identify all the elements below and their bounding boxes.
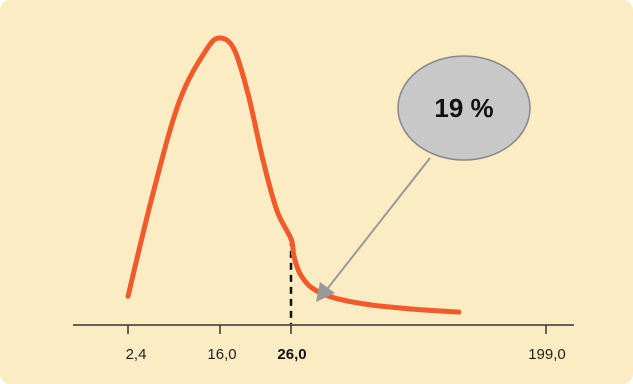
x-tick-label-2: 16,0 [207, 346, 236, 363]
callout-percentage: 19 % [434, 93, 493, 123]
x-tick-label-1: 2,4 [126, 346, 147, 363]
x-tick-label-4: 199,0 [528, 346, 566, 363]
callout-bubble [397, 55, 531, 161]
callout-arrowhead [316, 282, 335, 302]
callout-pointer-line [323, 157, 431, 294]
x-tick-label-3: 26,0 [277, 346, 306, 363]
distribution-curve [125, 35, 462, 315]
